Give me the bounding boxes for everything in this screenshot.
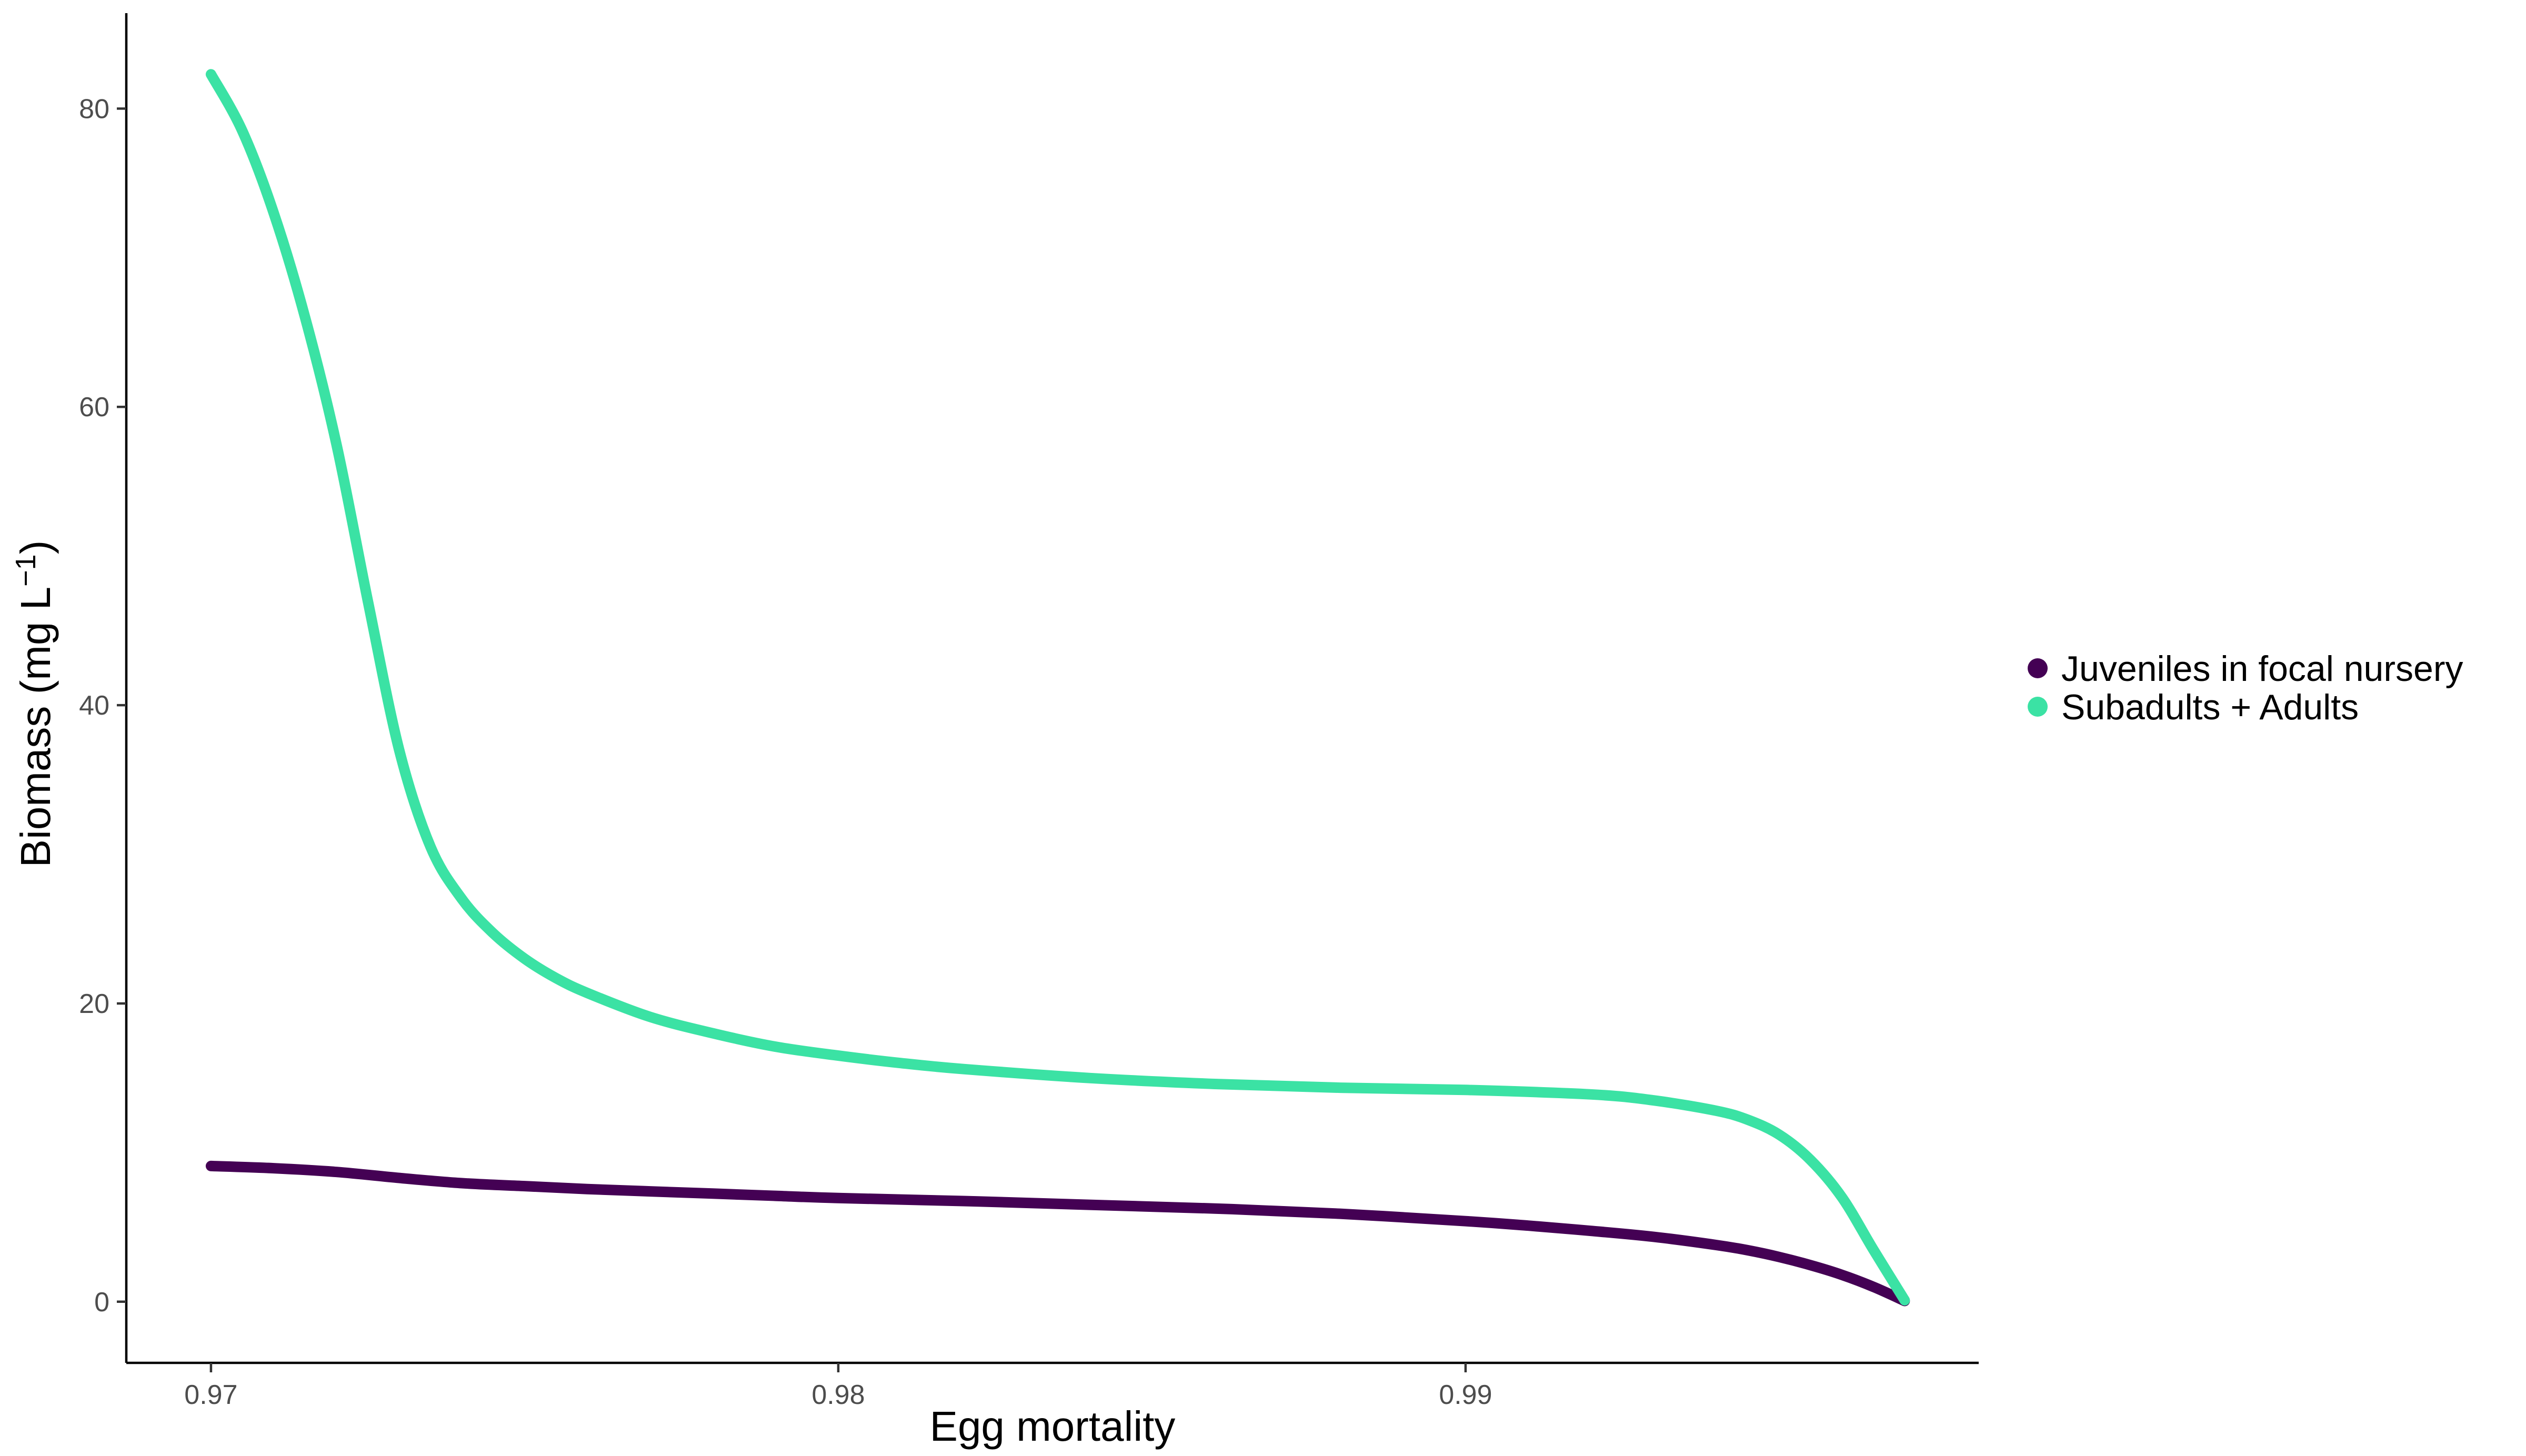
y-axis-title-superscript: −1 bbox=[10, 554, 42, 587]
y-axis-ticks: 0 20 40 60 80 bbox=[79, 94, 126, 1318]
legend-key-juveniles bbox=[2028, 658, 2048, 678]
x-tick-label: 0.99 bbox=[1439, 1380, 1492, 1410]
y-tick-label: 0 bbox=[94, 1287, 109, 1318]
y-axis-title-main: Biomass (mg L bbox=[12, 587, 59, 867]
legend: Juveniles in focal nursery Subadults + A… bbox=[2028, 649, 2463, 727]
subadults-adults-series-line bbox=[205, 69, 1910, 1306]
x-tick-label: 0.98 bbox=[811, 1380, 865, 1410]
axes-layer bbox=[125, 13, 1979, 1364]
y-tick-label: 20 bbox=[79, 989, 109, 1019]
legend-key-subadults-adults bbox=[2028, 697, 2048, 717]
series-layer bbox=[205, 69, 1910, 1307]
y-tick-label: 80 bbox=[79, 94, 109, 124]
x-axis-ticks: 0.97 0.98 0.99 bbox=[184, 1363, 1492, 1410]
juveniles-series-line bbox=[205, 1160, 1910, 1307]
y-axis-title: Biomass (mg L−1) bbox=[10, 540, 59, 868]
y-tick-label: 40 bbox=[79, 690, 109, 721]
x-tick-label: 0.97 bbox=[184, 1380, 237, 1410]
x-axis-title: Egg mortality bbox=[930, 1403, 1176, 1450]
legend-label-juveniles: Juveniles in focal nursery bbox=[2061, 649, 2463, 689]
y-axis-title-close: ) bbox=[12, 540, 59, 555]
y-tick-label: 60 bbox=[79, 392, 109, 423]
legend-label-subadults-adults: Subadults + Adults bbox=[2061, 687, 2359, 727]
